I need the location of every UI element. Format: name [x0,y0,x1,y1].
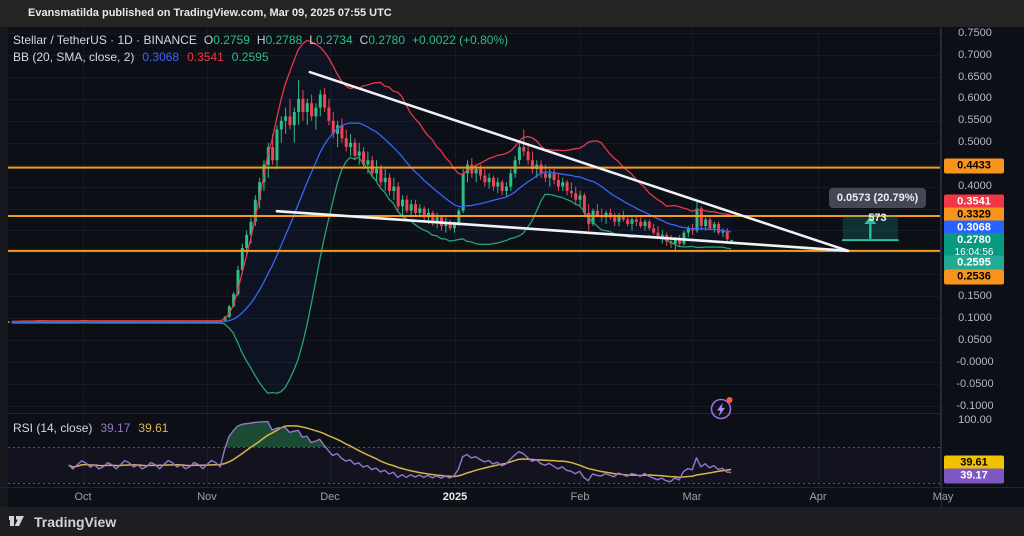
tradingview-logo-icon [9,516,24,526]
price-level-badge: 0.3541 [944,194,1004,210]
price-axis-label: 0.7000 [958,49,992,61]
price-axis-label: 0.5500 [958,114,992,126]
boost-flash-icon[interactable] [708,394,736,422]
attribution-bar: Evansmatilda published on TradingView.co… [0,0,1024,27]
time-axis-label: Nov [197,491,217,503]
rsi-legend: RSI (14, close) 39.17 39.61 [13,421,168,435]
tradingview-logo[interactable]: TradingView [8,513,116,530]
price-level-badge: 0.3329 [944,207,1004,223]
price-level-badge: 0.3068 [944,220,1004,236]
rsi-values: 39.17 39.61 [92,421,168,435]
price-axis-label: 0.1500 [958,290,992,302]
price-axis-label: 0.6500 [958,71,992,83]
ohlc-value: 0.2780 [368,33,406,47]
rsi-label: RSI (14, close) [13,421,93,435]
attribution-text: Evansmatilda published on TradingView.co… [28,7,392,19]
bb-value: 0.3541 [187,50,224,64]
price-level-badge: 0.2536 [944,269,1004,285]
price-level-badge: 0.4433 [944,158,1004,174]
price-axis-label: -0.0000 [956,356,994,368]
time-axis-label: Dec [320,491,340,503]
price-axis-border [941,27,942,507]
rsi-value-badge: 39.61 [944,455,1004,471]
change-value: +0.0022 (+0.80%) [412,33,509,47]
price-axis-label: 0.1000 [958,312,992,324]
ohlc-key: O [203,33,214,47]
symbol-legend: Stellar / TetherUS · 1D · BINANCE O0.2759… [13,32,508,66]
time-axis-label: 2025 [442,491,468,503]
price-level-badge: 0.2595 [944,255,1004,271]
price-chart-canvas[interactable] [8,28,941,487]
bb-values: 0.3068 0.3541 0.2595 [134,50,268,64]
ohlc-key: L [309,33,316,47]
price-axis-label: 0.6000 [958,92,992,104]
rsi-axis-label: 100.00 [958,414,992,426]
ohlc-value: 0.2734 [315,33,353,47]
price-axis-label: 0.4000 [958,180,992,192]
ohlc-key: C [359,33,369,47]
projection-tooltip: 0.0573 (20.79%) 573 [829,188,926,224]
chart-left-gutter [0,27,8,507]
tradingview-logo-text: TradingView [34,513,117,530]
time-axis[interactable]: Oct Nov Dec 2025 Feb Mar Apr May [0,487,1024,508]
ohlc-value: 0.2788 [265,33,303,47]
ohlc-key: H [256,33,266,47]
price-axis-label: 0.0500 [958,334,992,346]
bb-label: BB (20, SMA, close, 2) [13,50,135,64]
time-axis-label: Apr [809,491,827,503]
countdown-timer: 16:04:56 [954,247,994,258]
bb-value: 0.3068 [142,50,180,64]
price-axis-label: 0.5000 [958,136,992,148]
bb-legend-row: BB (20, SMA, close, 2) 0.3068 0.3541 0.2595 [13,49,508,66]
rsi-value-badge: 39.17 [944,468,1004,484]
time-axis-label: May [932,491,954,503]
ohlc-values: O0.2759 H0.2788 L0.2734 C0.2780 [197,33,405,47]
ohlc-value: 0.2759 [213,33,250,47]
symbol-title: Stellar / TetherUS · 1D · BINANCE [13,33,197,47]
symbol-legend-row: Stellar / TetherUS · 1D · BINANCE O0.2759… [13,32,508,49]
chart-container[interactable]: Stellar / TetherUS · 1D · BINANCE O0.2759… [0,27,1024,507]
time-axis-label: Feb [570,491,590,503]
rsi-value: 39.17 [100,421,131,435]
price-axis-label: -0.0500 [956,378,994,390]
footer-bar: TradingView [0,507,1024,536]
price-axis-label: 0.7500 [958,27,992,39]
price-axis-label: -0.1000 [956,400,994,412]
time-axis-label: Oct [74,491,92,503]
time-axis-label: Mar [682,491,702,503]
price-level-badge: 0.2780 16:04:56 [944,233,1004,259]
bb-value: 0.2595 [231,50,269,64]
rsi-value: 39.61 [138,421,169,435]
